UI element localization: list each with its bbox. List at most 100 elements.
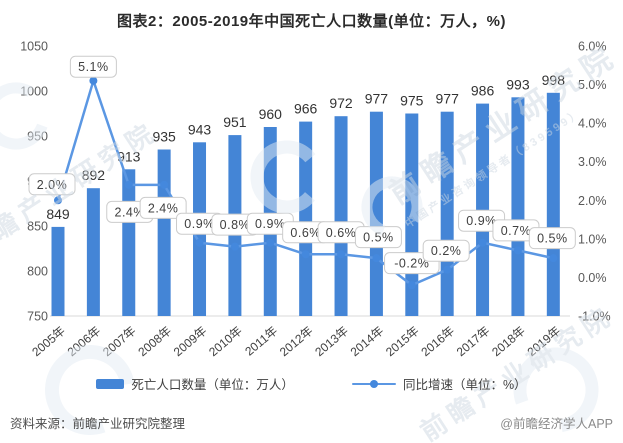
right-axis-tick: 1.0% bbox=[578, 232, 607, 246]
bar-value-label-2009年: 943 bbox=[188, 121, 212, 137]
legend: 死亡人口数量（单位：万人） 同比增速（单位：%） bbox=[0, 374, 623, 393]
data-label-box bbox=[139, 196, 187, 219]
bar-2005年 bbox=[51, 226, 65, 316]
data-label-box bbox=[528, 227, 576, 250]
bar-series-swatch bbox=[96, 378, 125, 389]
left-axis-tick: 800 bbox=[27, 265, 48, 279]
bar-2014年 bbox=[369, 111, 383, 316]
line-data-label-2013年: 0.6% bbox=[317, 221, 365, 244]
data-label-text: 0.8% bbox=[220, 218, 251, 232]
bar-value-label-2015年: 975 bbox=[400, 93, 424, 109]
data-label-text: 0.5% bbox=[537, 232, 568, 246]
x-axis-label-2013年: 2013年 bbox=[312, 324, 351, 360]
right-axis-tick: 5.0% bbox=[578, 78, 607, 92]
data-label-text: 0.2% bbox=[431, 244, 462, 258]
right-axis-tick: 6.0% bbox=[578, 40, 607, 54]
line-marker-2014年 bbox=[372, 254, 381, 263]
bar-value-label-2014年: 977 bbox=[365, 91, 389, 107]
line-marker-2015年 bbox=[407, 281, 416, 290]
right-axis-tick: 2.0% bbox=[578, 194, 607, 208]
x-axis-label-2005年: 2005年 bbox=[29, 324, 68, 360]
line-marker-2006年 bbox=[89, 76, 98, 85]
bar-value-label-2019年: 998 bbox=[542, 72, 566, 88]
line-data-label-2016年: 0.2% bbox=[422, 239, 470, 262]
data-label-text: 5.1% bbox=[78, 60, 109, 74]
line-marker-2013年 bbox=[337, 250, 346, 259]
line-marker-2010年 bbox=[230, 242, 239, 251]
x-axis-label-2009年: 2009年 bbox=[171, 324, 210, 360]
line-marker-2011年 bbox=[266, 238, 275, 247]
data-label-text: 0.5% bbox=[363, 231, 394, 245]
data-label-text: 0.9% bbox=[466, 214, 497, 228]
right-axis-tick: 3.0% bbox=[578, 155, 607, 169]
data-label-text: -0.2% bbox=[394, 257, 429, 271]
line-marker-2018年 bbox=[513, 246, 522, 255]
x-axis-label-2008年: 2008年 bbox=[135, 324, 174, 360]
credit-note: @前瞻经济学人APP bbox=[500, 417, 613, 431]
x-axis-label-2012年: 2012年 bbox=[277, 324, 316, 360]
bar-value-label-2008年: 935 bbox=[152, 129, 176, 145]
line-marker-2005年 bbox=[54, 196, 62, 205]
left-axis-tick: 1050 bbox=[20, 40, 48, 54]
chart-title: 图表2：2005-2019年中国死亡人口数量(单位：万人，%) bbox=[117, 13, 506, 30]
data-label-text: 0.7% bbox=[501, 224, 532, 238]
x-axis-label-2010年: 2010年 bbox=[206, 324, 245, 360]
data-label-text: 0.6% bbox=[290, 226, 321, 240]
data-label-text: 2.4% bbox=[115, 205, 146, 219]
line-marker-2009年 bbox=[195, 238, 204, 247]
line-data-label-2009年: 0.9% bbox=[176, 212, 224, 235]
line-data-label-2008年: 2.4% bbox=[139, 196, 187, 219]
x-axis-label-2015年: 2015年 bbox=[383, 324, 422, 360]
right-axis-tick: -1.0% bbox=[578, 310, 611, 324]
line-data-label-2006年: 5.1% bbox=[69, 55, 117, 78]
line-data-label-2012年: 0.6% bbox=[282, 221, 330, 244]
x-axis-label-2017年: 2017年 bbox=[454, 324, 493, 360]
line-marker-2012年 bbox=[301, 250, 310, 259]
bar-value-label-2007年: 913 bbox=[117, 148, 141, 164]
data-label-box bbox=[28, 173, 76, 196]
watermark-logo-ring bbox=[361, 176, 423, 238]
bar-2012年 bbox=[299, 121, 313, 316]
legend-item-death-population: 死亡人口数量（单位：万人） bbox=[96, 374, 294, 393]
data-label-text: 2.0% bbox=[37, 178, 68, 192]
bar-2007年 bbox=[122, 169, 136, 316]
bar-value-label-2006年: 892 bbox=[82, 167, 106, 183]
bar-value-label-2018年: 993 bbox=[506, 76, 530, 92]
bar-value-label-2016年: 977 bbox=[436, 91, 460, 107]
right-axis-tick: 0.0% bbox=[578, 271, 607, 285]
data-label-box bbox=[69, 55, 117, 78]
legend-item-growth-rate: 同比增速（单位：%） bbox=[351, 374, 527, 393]
legend-label-death-population: 死亡人口数量（单位：万人） bbox=[131, 378, 294, 392]
footer: 资料来源：前瞻产业研究院整理 @前瞻经济学人APP bbox=[0, 413, 623, 432]
bar-2008年 bbox=[157, 149, 171, 316]
bar-value-label-2012年: 966 bbox=[294, 101, 318, 117]
bar-2006年 bbox=[86, 188, 100, 316]
line-marker-2008年 bbox=[160, 180, 169, 189]
line-marker-2019年 bbox=[549, 254, 558, 263]
line-data-label-2018年: 0.7% bbox=[492, 219, 540, 242]
source-note: 资料来源：前瞻产业研究院整理 bbox=[10, 417, 186, 431]
watermark-logo-ring bbox=[250, 140, 324, 214]
line-marker-2017年 bbox=[478, 238, 487, 247]
line-marker-2016年 bbox=[443, 265, 452, 274]
line-data-label-2019年: 0.5% bbox=[528, 227, 576, 250]
bar-value-label-2005年: 849 bbox=[46, 206, 70, 222]
left-axis-tick: 750 bbox=[27, 310, 48, 324]
left-axis-tick: 850 bbox=[27, 220, 48, 234]
data-label-box bbox=[422, 239, 470, 262]
right-axis-tick: 4.0% bbox=[578, 117, 607, 131]
line-marker-2007年 bbox=[124, 180, 133, 189]
x-axis-label-2014年: 2014年 bbox=[348, 324, 387, 360]
data-label-text: 0.6% bbox=[326, 226, 357, 240]
line-data-label-2005年: 2.0% bbox=[28, 173, 76, 196]
legend-label-growth-rate: 同比增速（单位：%） bbox=[402, 378, 527, 392]
watermark-logo-ring bbox=[513, 347, 599, 433]
bar-2018年 bbox=[511, 97, 525, 316]
bar-2016年 bbox=[440, 111, 454, 316]
line-series-swatch bbox=[351, 379, 396, 389]
line-data-label-2011年: 0.9% bbox=[246, 212, 294, 235]
x-axis-label-2016年: 2016年 bbox=[418, 324, 457, 360]
data-label-text: 0.9% bbox=[255, 217, 286, 231]
